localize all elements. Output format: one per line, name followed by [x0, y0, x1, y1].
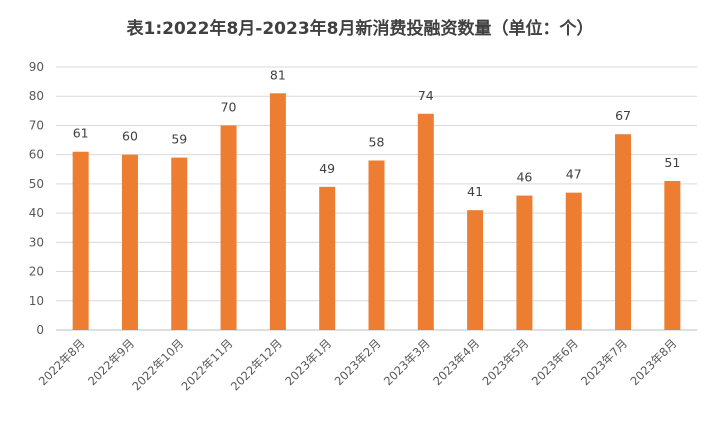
data-label: 41	[467, 184, 483, 199]
bars	[72, 93, 681, 330]
x-tick-label: 2022年10月	[129, 336, 186, 393]
data-label: 51	[664, 155, 680, 170]
bar	[220, 125, 237, 330]
x-tick-label: 2022年9月	[85, 336, 137, 388]
x-tick-label: 2023年8月	[627, 336, 679, 388]
x-tick-label: 2022年12月	[228, 336, 285, 393]
y-tick-label: 0	[36, 323, 44, 337]
data-label: 70	[221, 99, 237, 114]
bar	[664, 180, 681, 330]
data-label: 47	[566, 167, 582, 182]
x-tick-label: 2022年8月	[36, 336, 88, 388]
y-tick-label: 40	[29, 206, 44, 220]
bar	[269, 93, 286, 330]
y-tick-label: 50	[29, 177, 44, 191]
x-tick-label: 2023年5月	[480, 336, 532, 388]
x-axis-ticks: 2022年8月2022年9月2022年10月2022年11月2022年12月20…	[36, 336, 680, 393]
x-tick-label: 2023年1月	[282, 336, 334, 388]
x-tick-label: 2023年4月	[430, 336, 482, 388]
data-label: 60	[122, 129, 138, 144]
bar	[516, 195, 533, 330]
data-label: 74	[418, 88, 434, 103]
data-label: 61	[73, 126, 89, 141]
y-tick-label: 90	[29, 60, 44, 74]
y-tick-label: 70	[29, 118, 44, 132]
bar	[615, 134, 632, 330]
data-label: 46	[516, 170, 532, 185]
data-label: 67	[615, 108, 631, 123]
y-tick-label: 30	[29, 235, 44, 249]
x-tick-label: 2023年6月	[529, 336, 581, 388]
y-axis-ticks: 0 10 20 30 40 50 60 70 80 90	[29, 60, 44, 337]
x-tick-label: 2022年11月	[178, 336, 235, 393]
x-tick-label: 2023年3月	[381, 336, 433, 388]
x-tick-label: 2023年2月	[332, 336, 384, 388]
bar	[319, 186, 336, 330]
bar	[417, 113, 434, 330]
y-tick-label: 10	[29, 294, 44, 308]
bar	[171, 157, 188, 330]
bar	[565, 192, 582, 330]
chart-title: 表1:2022年8月-2023年8月新消费投融资数量（单位：个）	[127, 18, 594, 39]
bar	[368, 160, 385, 330]
y-tick-label: 60	[29, 148, 44, 162]
bar	[467, 210, 484, 330]
data-label: 59	[171, 132, 187, 147]
data-labels: 61 60 59 70 81 49 58 74 41 46 47 67 51	[73, 67, 681, 199]
y-tick-label: 80	[29, 89, 44, 103]
data-label: 58	[369, 135, 385, 150]
y-tick-label: 20	[29, 265, 44, 279]
x-tick-label: 2023年7月	[578, 336, 630, 388]
bar	[121, 154, 138, 330]
data-label: 49	[319, 161, 335, 176]
data-label: 81	[270, 67, 286, 82]
bar	[72, 151, 89, 330]
